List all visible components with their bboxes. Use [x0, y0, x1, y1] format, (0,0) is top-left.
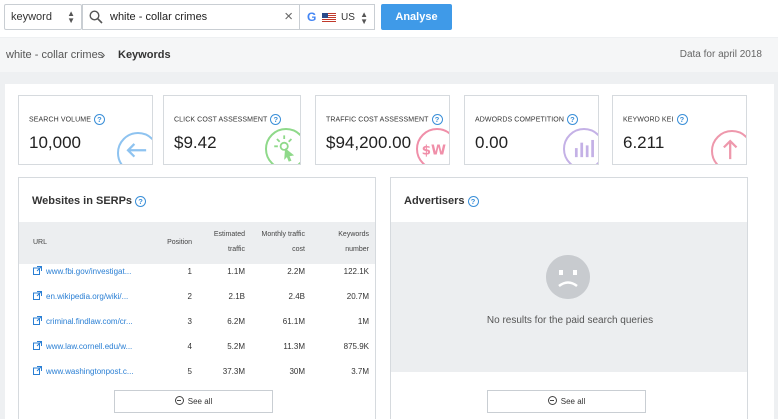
result-position: 2	[187, 292, 192, 301]
metric-card-search-volume: Search volume? 10,000	[18, 95, 153, 165]
result-position: 1	[187, 267, 192, 276]
external-link-icon[interactable]	[33, 366, 42, 375]
result-cost: 11.3M	[283, 342, 305, 351]
arrow-left-icon	[117, 132, 152, 164]
table-row: www.law.cornell.edu/w... 4 5.2M 11.3M 87…	[19, 334, 375, 358]
help-icon[interactable]: ?	[467, 195, 479, 207]
help-icon[interactable]: ?	[676, 114, 688, 125]
column-traffic[interactable]: Estimated traffic	[213, 231, 245, 253]
result-url[interactable]: www.fbi.gov/investigat...	[46, 267, 132, 276]
search-query: white - collar crimes	[110, 11, 208, 23]
result-keywords: 1M	[357, 317, 369, 326]
table-row: www.washingtonpost.c... 5 37.3M 30M 3.7M	[19, 359, 375, 383]
result-cost: 61.1M	[282, 317, 305, 326]
result-traffic: 2.1B	[228, 292, 245, 301]
sad-face-icon	[546, 255, 590, 299]
result-keywords: 20.7M	[346, 292, 369, 301]
column-keywords[interactable]: Keywords number	[338, 231, 369, 253]
search-input[interactable]: white - collar crimes ×	[82, 4, 300, 30]
breadcrumb-root[interactable]: white - collar crimes	[6, 49, 104, 61]
table-header: URL Position Estimated traffic Monthly t…	[19, 222, 375, 264]
chevron-updown-icon: ▲ ▼	[360, 10, 368, 26]
result-url[interactable]: www.law.cornell.edu/w...	[46, 342, 133, 351]
arrow-up-icon	[711, 130, 746, 164]
metric-label: Keyword KEI	[623, 116, 674, 124]
search-toolbar: keyword ▲ ▼ white - collar crimes × G US …	[0, 0, 778, 37]
metric-value: $94,200.00	[326, 133, 412, 152]
section-title: Advertisers	[404, 195, 465, 207]
data-period: Data for april 2018	[679, 49, 762, 60]
chevron-updown-icon: ▲ ▼	[67, 9, 75, 25]
section-title: Websites in SERPs	[32, 195, 133, 207]
region-code: US	[341, 12, 355, 23]
help-icon[interactable]: ?	[135, 195, 147, 207]
breadcrumb-current: Keywords	[118, 49, 171, 61]
table-row: www.fbi.gov/investigat... 1 1.1M 2.2M 12…	[19, 259, 375, 283]
breadcrumb: white - collar crimes › Keywords Data fo…	[0, 38, 778, 72]
clear-icon[interactable]: ×	[284, 8, 293, 25]
metric-value: 6.211	[623, 133, 665, 152]
column-cost[interactable]: Monthly traffic cost	[261, 231, 305, 253]
metric-card-traffic-cost: Traffic cost assessment? $94,200.00 $W	[315, 95, 450, 165]
dollar-icon: $W	[416, 128, 449, 164]
result-keywords: 122.1K	[343, 267, 369, 276]
result-url[interactable]: en.wikipedia.org/wiki/...	[46, 292, 129, 301]
bar-chart-icon	[563, 128, 598, 164]
table-row: criminal.findlaw.com/cr... 3 6.2M 61.1M …	[19, 309, 375, 333]
search-icon	[89, 10, 103, 24]
metric-label: Search volume	[29, 116, 91, 124]
help-icon[interactable]: ?	[270, 114, 282, 125]
column-position[interactable]: Position	[167, 239, 192, 246]
svg-text:$W: $W	[422, 142, 446, 158]
empty-state-text: No results for the paid search queries	[486, 315, 654, 326]
result-cost: 30M	[289, 367, 305, 376]
advertisers-see-all-button[interactable]: See all	[487, 390, 646, 413]
metric-label: Adwords competition	[475, 116, 565, 124]
metric-card-adwords-competition: Adwords competition? 0.00	[464, 95, 599, 165]
result-position: 4	[187, 342, 192, 351]
help-icon[interactable]: ?	[93, 114, 105, 125]
empty-state: No results for the paid search queries	[391, 222, 747, 372]
result-position: 3	[187, 317, 192, 326]
metric-value: $9.42	[174, 133, 217, 152]
external-link-icon[interactable]	[33, 316, 42, 325]
result-traffic: 1.1M	[227, 267, 245, 276]
collapse-icon	[174, 396, 184, 406]
result-position: 5	[187, 367, 192, 376]
result-cost: 2.4B	[288, 292, 305, 301]
metric-card-keyword-kei: Keyword KEI? 6.211	[612, 95, 747, 165]
search-mode-select[interactable]: keyword ▲ ▼	[4, 4, 82, 30]
metric-label: Traffic cost assessment	[326, 116, 429, 124]
advertisers-section: Advertisers? No results for the paid sea…	[390, 177, 748, 419]
analyse-button[interactable]: Analyse	[381, 4, 452, 30]
serps-see-all-button[interactable]: See all	[114, 390, 273, 413]
result-cost: 2.2M	[287, 267, 305, 276]
column-url: URL	[33, 239, 48, 246]
chevron-right-icon: ›	[101, 47, 106, 62]
metric-card-click-cost: Click cost assessment? $9.42	[163, 95, 301, 165]
external-link-icon[interactable]	[33, 266, 42, 275]
metric-label: Click cost assessment	[174, 116, 268, 124]
us-flag-icon	[322, 13, 336, 22]
help-icon[interactable]: ?	[567, 114, 579, 125]
result-keywords: 3.7M	[351, 367, 369, 376]
collapse-icon	[547, 396, 557, 406]
result-url[interactable]: criminal.findlaw.com/cr...	[46, 317, 133, 326]
help-icon[interactable]: ?	[431, 114, 443, 125]
result-url[interactable]: www.washingtonpost.c...	[46, 367, 134, 376]
result-traffic: 37.3M	[222, 367, 245, 376]
region-select[interactable]: G US ▲ ▼	[300, 4, 375, 30]
result-traffic: 6.2M	[227, 317, 245, 326]
cursor-click-icon	[265, 128, 300, 164]
metric-value: 10,000	[29, 133, 81, 152]
search-mode-value: keyword	[11, 11, 52, 23]
serps-section: Websites in SERPs? URL Position Estimate…	[18, 177, 376, 419]
result-traffic: 5.2M	[227, 342, 245, 351]
result-keywords: 875.9K	[343, 342, 369, 351]
external-link-icon[interactable]	[33, 291, 42, 300]
google-icon: G	[307, 10, 317, 24]
table-row: en.wikipedia.org/wiki/... 2 2.1B 2.4B 20…	[19, 284, 375, 308]
metric-value: 0.00	[475, 133, 509, 152]
external-link-icon[interactable]	[33, 341, 42, 350]
